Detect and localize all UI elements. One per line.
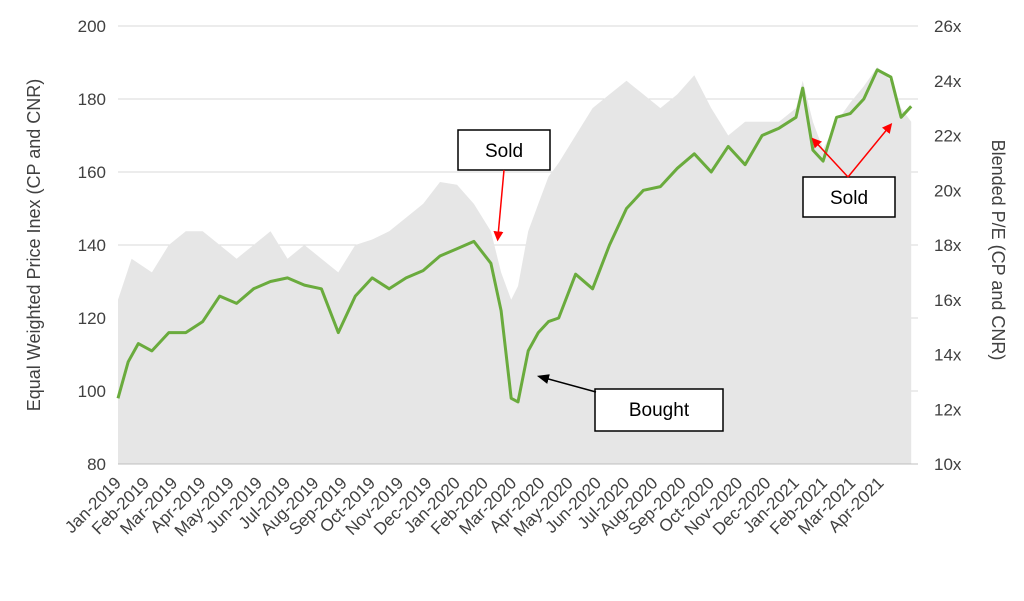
callout-box <box>457 129 551 171</box>
price-line <box>116 68 913 404</box>
pe-area <box>118 67 912 464</box>
sold-arrow <box>811 137 849 178</box>
right-tick-label: 26x <box>934 17 962 36</box>
right-tick-label: 22x <box>934 127 962 146</box>
right-tick-label: 14x <box>934 346 962 365</box>
sold-callout-right: Sold <box>802 123 896 218</box>
left-tick-label: 200 <box>78 17 106 36</box>
right-tick-label: 12x <box>934 400 962 419</box>
right-tick-label: 18x <box>934 236 962 255</box>
callout-box <box>802 176 896 218</box>
left-tick-label: 160 <box>78 163 106 182</box>
left-tick-label: 180 <box>78 90 106 109</box>
bought-callout: Bought <box>536 374 724 432</box>
x-axis-ticks: Jan-2019Feb-2019Mar-2019Apr-2019May-2019… <box>61 473 887 540</box>
left-axis-title: Equal Weighted Price Inex (CP and CNR) <box>24 79 44 412</box>
right-tick-label: 16x <box>934 291 962 310</box>
left-tick-label: 100 <box>78 382 106 401</box>
left-tick-label: 80 <box>87 455 106 474</box>
pe-area-series <box>118 67 912 464</box>
bought-arrow <box>536 374 597 393</box>
callout-label: Sold <box>485 141 523 162</box>
sold-callout-top: Sold <box>457 129 551 242</box>
left-tick-label: 120 <box>78 309 106 328</box>
right-tick-label: 20x <box>934 181 962 200</box>
callout-label: Sold <box>830 188 868 209</box>
right-axis-title: Blended P/E (CP and CNR) <box>988 140 1008 361</box>
annotations: Sold Bought Sold <box>457 123 896 432</box>
right-y-axis-ticks: 10x 12x 14x 16x 18x 20x 22x 24x 26x <box>934 17 962 474</box>
sold-arrow <box>847 123 893 178</box>
right-tick-label: 10x <box>934 455 962 474</box>
right-tick-label: 24x <box>934 72 962 91</box>
left-y-axis-ticks: 80 100 120 140 160 180 200 <box>78 17 106 474</box>
callout-box <box>594 388 724 432</box>
sold-arrow <box>493 169 505 242</box>
left-tick-label: 140 <box>78 236 106 255</box>
callout-label: Bought <box>629 400 690 421</box>
price-line-series <box>116 68 913 404</box>
